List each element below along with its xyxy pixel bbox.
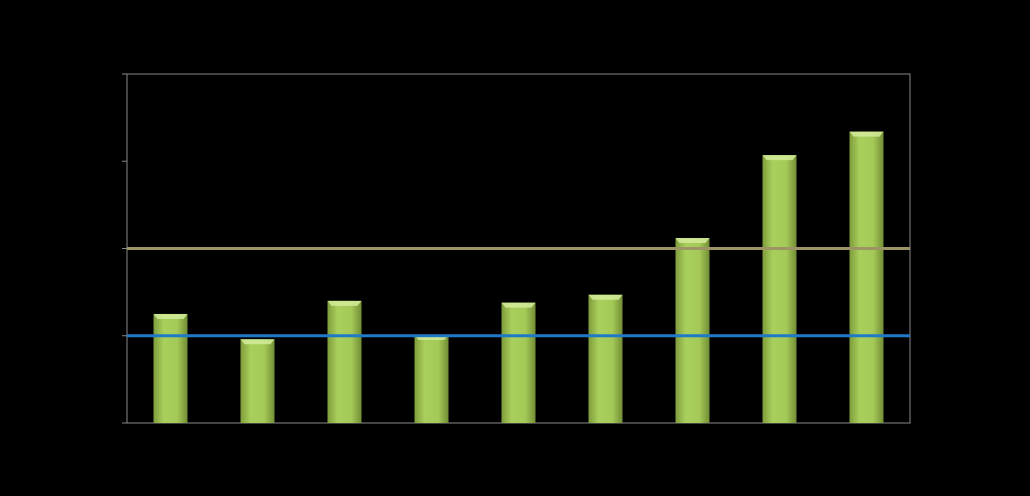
bar-bevel <box>153 313 188 319</box>
bar <box>588 294 623 423</box>
bar <box>762 155 797 423</box>
y-tick-label: 1 <box>110 328 117 342</box>
bar-bevel <box>849 131 884 137</box>
bar <box>675 238 710 423</box>
bar <box>153 313 188 423</box>
bar-bevel <box>501 302 536 308</box>
bar-bevel <box>762 155 797 161</box>
bar <box>414 334 449 423</box>
y-tick-label: 0 <box>110 415 117 429</box>
y-tick-label: 2 <box>110 241 117 255</box>
bar <box>327 300 362 423</box>
y-tick-label: 4 <box>110 66 117 80</box>
bar <box>501 302 536 423</box>
y-tick-label: 3 <box>110 153 117 167</box>
bar-bevel <box>675 238 710 244</box>
bar <box>849 131 884 423</box>
bar-bevel <box>588 294 623 300</box>
bar <box>240 339 275 423</box>
bar-bevel <box>240 339 275 345</box>
bar-bevel <box>327 300 362 306</box>
